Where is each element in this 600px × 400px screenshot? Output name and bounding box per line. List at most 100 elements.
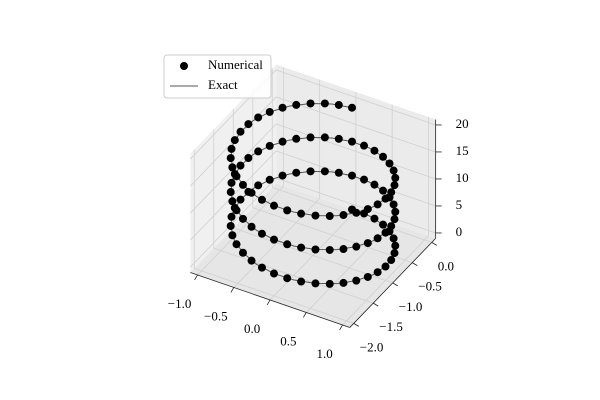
numerical-point	[325, 212, 334, 221]
grid-line	[190, 150, 436, 241]
numerical-point	[254, 113, 263, 122]
numerical-point	[381, 262, 390, 271]
numerical-point	[370, 180, 379, 189]
numerical-point	[306, 133, 315, 142]
numerical-point	[352, 208, 361, 217]
z-tick-label: 20	[456, 116, 469, 131]
numerical-point	[265, 107, 274, 116]
x-tick	[303, 312, 307, 318]
numerical-point	[390, 249, 399, 258]
numerical-point	[391, 207, 400, 216]
numerical-point	[381, 228, 390, 237]
numerical-point	[373, 200, 382, 209]
numerical-point	[391, 173, 400, 182]
numerical-point	[379, 186, 388, 195]
numerical-point	[226, 221, 235, 230]
numerical-point	[360, 175, 369, 184]
numerical-point	[348, 137, 356, 146]
numerical-point	[379, 220, 388, 229]
numerical-point	[247, 188, 256, 197]
legend-box	[163, 54, 272, 99]
numerical-point	[257, 263, 266, 272]
x-tick	[266, 299, 271, 306]
numerical-point	[390, 215, 399, 224]
numerical-point	[283, 274, 292, 283]
y-tick	[431, 242, 437, 246]
numerical-point	[389, 166, 398, 175]
numerical-point	[363, 272, 372, 281]
grid-line	[190, 177, 436, 268]
numerical-point	[339, 278, 348, 287]
numerical-point	[379, 152, 388, 161]
numerical-point	[320, 99, 329, 108]
numerical-point	[283, 206, 292, 215]
numerical-point	[270, 269, 278, 278]
numerical-point	[254, 147, 263, 156]
numerical-point	[363, 239, 372, 248]
numerical-point	[226, 188, 235, 197]
numerical-point	[311, 279, 320, 288]
y-tick	[353, 323, 359, 327]
numerical-point	[334, 168, 343, 177]
numerical-point	[311, 245, 320, 254]
y-tick-label: −2.0	[360, 339, 384, 354]
numerical-point	[297, 209, 306, 218]
numerical-point	[370, 214, 379, 223]
numerical-point	[254, 181, 263, 190]
numerical-point	[311, 211, 320, 220]
x-tick	[194, 274, 198, 281]
numerical-point	[278, 103, 287, 112]
numerical-point	[236, 161, 245, 170]
numerical-point	[334, 134, 343, 143]
numerical-point	[238, 214, 247, 223]
numerical-point	[306, 167, 315, 176]
x-tick	[339, 324, 343, 331]
numerical-point	[292, 100, 301, 109]
y-tick-label: −1.5	[379, 319, 403, 334]
numerical-point	[227, 212, 236, 221]
numerical-point	[292, 168, 301, 177]
numerical-point	[352, 242, 361, 251]
x-tick-label: 0.5	[280, 333, 296, 348]
legend-label: Numerical	[208, 57, 263, 72]
numerical-point	[339, 211, 348, 220]
numerical-point	[389, 200, 398, 209]
numerical-point	[257, 195, 266, 204]
x-tick-label: 1.0	[316, 346, 332, 361]
numerical-point	[297, 277, 306, 286]
numerical-point	[283, 240, 292, 249]
numerical-point	[257, 229, 266, 238]
numerical-point	[232, 206, 241, 215]
numerical-point	[339, 245, 348, 254]
y-tick-label: 0.0	[438, 258, 454, 273]
numerical-point	[265, 175, 274, 184]
numerical-point	[352, 276, 361, 285]
numerical-point	[247, 256, 256, 265]
z-tick-label: 0	[456, 224, 463, 239]
y-tick-label: −1.0	[399, 299, 423, 314]
numerical-point	[325, 245, 334, 254]
numerical-point	[391, 241, 400, 250]
x-tick-label: −0.5	[204, 308, 228, 323]
numerical-point	[292, 134, 301, 143]
numerical-point	[320, 167, 329, 176]
numerical-point	[228, 197, 237, 206]
numerical-point	[334, 100, 343, 109]
numerical-point	[373, 234, 382, 243]
numerical-point	[387, 256, 396, 265]
numerical-point	[226, 154, 235, 163]
numerical-point	[227, 178, 236, 187]
numerical-point	[385, 159, 394, 168]
numerical-point	[270, 235, 278, 244]
numerical-point	[236, 127, 245, 136]
y-tick	[373, 302, 379, 307]
numerical-point	[236, 195, 245, 204]
numerical-point	[373, 268, 382, 277]
numerical-point	[370, 146, 379, 155]
numerical-point	[389, 234, 398, 243]
legend-label: Exact	[208, 77, 238, 92]
numerical-point	[265, 141, 274, 150]
numerical-point	[278, 137, 287, 146]
numerical-point	[348, 171, 356, 180]
